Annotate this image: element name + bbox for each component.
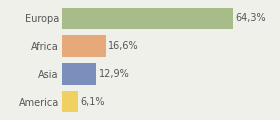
Text: 6,1%: 6,1% [80, 97, 105, 107]
Bar [62, 63, 96, 85]
Text: 64,3%: 64,3% [235, 13, 266, 23]
Text: 16,6%: 16,6% [108, 41, 139, 51]
Bar [62, 35, 106, 57]
Text: 12,9%: 12,9% [99, 69, 129, 79]
Bar [62, 8, 233, 29]
Bar [62, 91, 78, 112]
